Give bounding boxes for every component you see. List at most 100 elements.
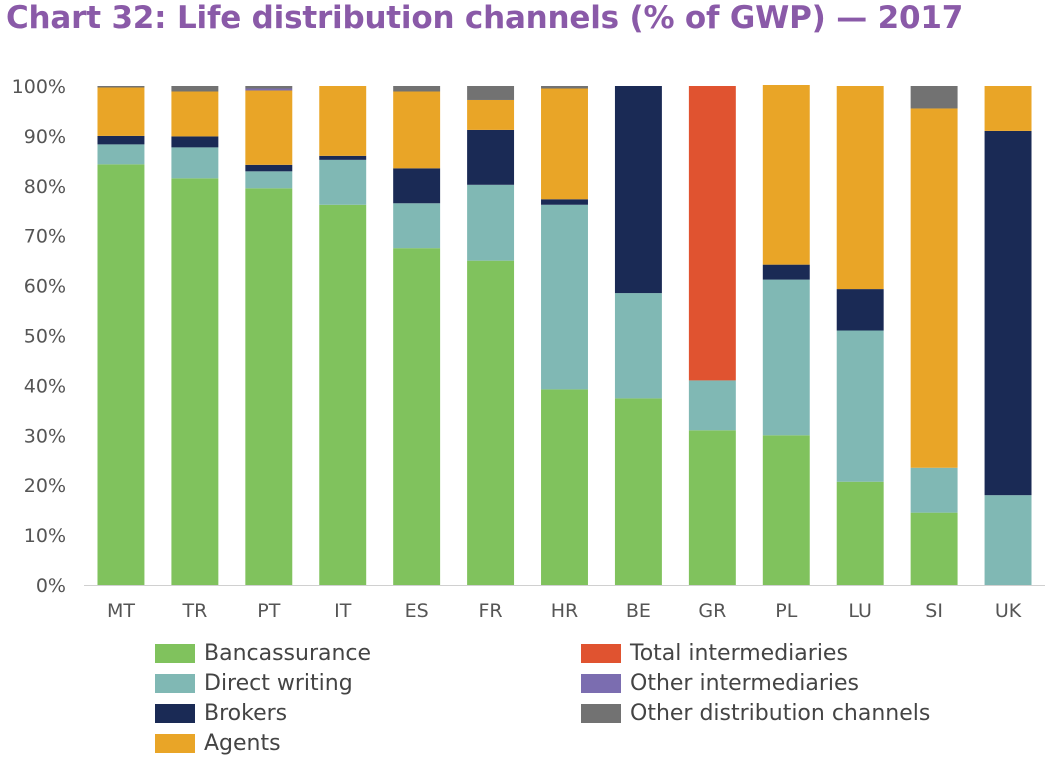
bar-segment xyxy=(836,481,884,585)
bars xyxy=(97,85,1032,586)
bar-segment xyxy=(467,260,515,585)
legend-swatch xyxy=(581,703,621,723)
x-tick-label: HR xyxy=(551,600,579,622)
bar-segment xyxy=(319,86,367,156)
stacked-bar-chart: 0% 10% 20% 30% 40% 50% 60% 70% 80% 90% 100% MT TR PT… xyxy=(12,76,1045,622)
y-tick-label: 60% xyxy=(24,276,66,298)
bar-segment xyxy=(467,184,515,261)
bar-segment xyxy=(836,86,884,290)
legend-swatch xyxy=(581,673,621,693)
y-axis: 0% 10% 20% 30% 40% 50% 60% 70% 80% 90% 100% xyxy=(12,76,66,597)
x-tick-label: TR xyxy=(181,600,207,622)
bar-segment xyxy=(245,86,293,89)
bar-segment xyxy=(467,86,515,100)
legend-item: Bancassurance xyxy=(155,638,371,668)
x-tick-label: PL xyxy=(775,600,797,622)
legend-label: Other distribution channels xyxy=(630,700,931,726)
bar-segment xyxy=(614,86,662,294)
bar-segment xyxy=(97,87,145,136)
bar-segment xyxy=(171,147,219,179)
bar-segment xyxy=(762,85,810,265)
legend-label: Total intermediaries xyxy=(630,640,848,666)
x-tick-label: SI xyxy=(925,600,943,622)
bar-segment xyxy=(910,86,958,109)
bar-segment xyxy=(97,135,145,145)
legend-label: Other intermediaries xyxy=(630,670,860,696)
legend-item: Other distribution channels xyxy=(581,698,930,728)
bar-segment xyxy=(245,90,293,165)
legend-label: Brokers xyxy=(204,700,288,726)
y-tick-label: 50% xyxy=(24,326,66,348)
bar-segment xyxy=(393,91,441,169)
bar-segment xyxy=(171,91,219,137)
x-tick-label: UK xyxy=(995,600,1022,622)
bar-segment xyxy=(393,248,441,586)
bar-segment xyxy=(393,86,441,92)
bar-segment xyxy=(245,88,293,91)
legend-item: Total intermediaries xyxy=(581,638,848,668)
bar-segment xyxy=(688,430,736,585)
bar-segment xyxy=(467,129,515,185)
bar-segment xyxy=(393,168,441,204)
bar-segment xyxy=(97,164,145,585)
legend-item: Other intermediaries xyxy=(581,668,859,698)
y-tick-label: 90% xyxy=(24,126,66,148)
y-tick-label: 40% xyxy=(24,375,66,397)
x-tick-label: FR xyxy=(479,600,503,622)
bar-segment xyxy=(245,188,293,586)
y-tick-label: 0% xyxy=(36,575,66,597)
legend-item: Direct writing xyxy=(155,668,353,698)
bar-segment xyxy=(762,279,810,436)
legend-label: Direct writing xyxy=(204,670,353,696)
x-axis: MT TR PT IT ES FR HR BE GR PL LU SI UK xyxy=(84,585,1045,622)
bar-segment xyxy=(910,467,958,513)
legend-swatch xyxy=(155,673,195,693)
y-tick-label: 100% xyxy=(12,76,66,98)
x-tick-label: BE xyxy=(626,600,651,622)
legend-swatch xyxy=(155,733,195,753)
bar-segment xyxy=(541,86,588,89)
x-tick-label: MT xyxy=(107,600,135,622)
legend-swatch xyxy=(155,643,195,663)
y-tick-label: 10% xyxy=(24,525,66,547)
bar-segment xyxy=(614,398,662,585)
y-tick-label: 80% xyxy=(24,176,66,198)
bar-segment xyxy=(910,108,958,468)
bar-segment xyxy=(245,164,293,172)
bar-segment xyxy=(836,330,884,482)
bar-segment xyxy=(171,136,219,148)
legend-item: Brokers xyxy=(155,698,287,728)
bar-segment xyxy=(984,495,1032,585)
legend-label: Agents xyxy=(204,730,281,756)
chart-title: Chart 32: Life distribution channels (% … xyxy=(6,0,964,36)
bar-segment xyxy=(97,144,145,165)
legend-swatch xyxy=(581,643,621,663)
bar-segment xyxy=(171,178,219,585)
bar-segment xyxy=(984,86,1032,131)
bar-segment xyxy=(171,86,219,92)
bar-segment xyxy=(836,289,884,331)
bar-segment xyxy=(688,380,736,431)
legend-label: Bancassurance xyxy=(204,640,372,666)
x-tick-label: LU xyxy=(848,600,872,622)
legend-swatch xyxy=(155,703,195,723)
bar-segment xyxy=(762,264,810,280)
bar-segment xyxy=(319,204,367,585)
x-tick-label: PT xyxy=(257,600,280,622)
bar-segment xyxy=(762,435,810,585)
x-tick-label: GR xyxy=(698,600,726,622)
bar-segment xyxy=(97,86,145,88)
bar-segment xyxy=(688,86,736,381)
bar-segment xyxy=(319,159,367,205)
bar-segment xyxy=(910,512,958,585)
x-tick-label: IT xyxy=(334,600,352,622)
bar-segment xyxy=(393,203,441,249)
bar-segment xyxy=(319,155,367,160)
bar-segment xyxy=(614,293,662,399)
legend: Bancassurance Direct writing Brokers Agents… xyxy=(155,638,1035,763)
bar-segment xyxy=(541,204,588,390)
bar-segment xyxy=(541,88,588,200)
x-tick-label: ES xyxy=(405,600,429,622)
bar-segment xyxy=(541,199,588,205)
y-tick-label: 30% xyxy=(24,425,66,447)
